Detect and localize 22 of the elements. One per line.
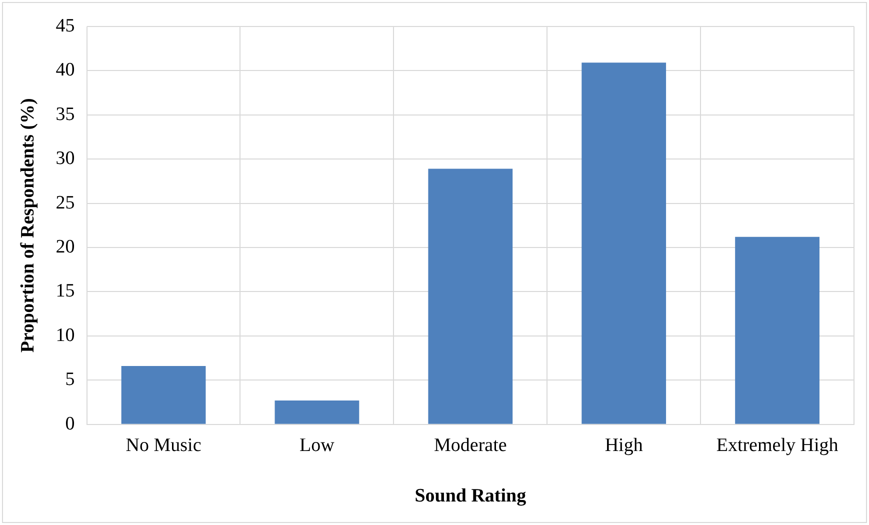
- x-axis-title: Sound Rating: [414, 486, 527, 507]
- y-axis-title: Proportion of Respondents (%): [17, 98, 38, 353]
- y-tick-label: 0: [65, 413, 75, 434]
- y-tick-label: 20: [56, 236, 75, 258]
- x-tick-label: No Music: [126, 434, 202, 456]
- y-tick-label: 30: [56, 148, 75, 170]
- bar: [274, 400, 360, 424]
- bar: [582, 62, 666, 424]
- bar: [121, 366, 206, 424]
- x-tick-label: Extremely High: [716, 434, 839, 456]
- y-tick-label: 10: [56, 324, 75, 346]
- y-tick-label: 15: [56, 280, 75, 302]
- y-tick-label: 25: [56, 192, 75, 214]
- x-tick-label: High: [604, 434, 644, 456]
- x-tick-label: Low: [300, 434, 335, 456]
- y-tick-label: 45: [56, 15, 75, 36]
- y-tick-label: 5: [65, 369, 75, 390]
- y-tick-label: 35: [56, 104, 75, 125]
- bar: [735, 236, 820, 424]
- y-tick-label: 40: [56, 60, 75, 81]
- x-tick-label: Moderate: [434, 434, 507, 456]
- bar: [428, 168, 513, 424]
